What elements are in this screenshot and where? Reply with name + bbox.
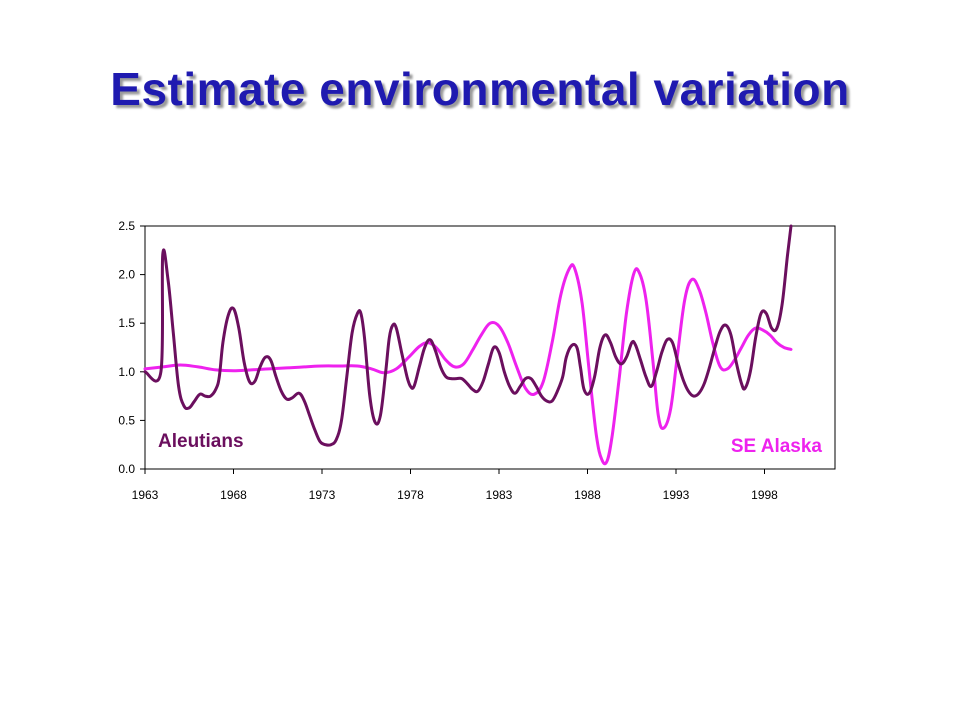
x-tick-label: 1993 bbox=[663, 488, 690, 502]
x-tick-label: 1968 bbox=[220, 488, 247, 502]
slide-title: Estimate environmental variation bbox=[110, 63, 850, 115]
y-tick-label: 2.5 bbox=[118, 219, 135, 233]
series-line-aleutians bbox=[143, 224, 793, 447]
y-tick-label: 2.0 bbox=[118, 268, 135, 282]
y-tick-label: 0.0 bbox=[118, 462, 135, 476]
x-tick-label: 1978 bbox=[397, 488, 424, 502]
series-line-se-alaska bbox=[143, 263, 793, 466]
y-tick-label: 1.5 bbox=[118, 316, 135, 330]
x-tick-label: 1973 bbox=[309, 488, 336, 502]
chart-axes: 0.0 0.5 1.0 1.5 2.0 2.5 1963 1968 1973 1978 1983 19… bbox=[118, 219, 836, 502]
x-tick-label: 1963 bbox=[132, 488, 159, 502]
x-tick-label: 1998 bbox=[751, 488, 778, 502]
plot-frame bbox=[144, 225, 836, 470]
series-label-se-alaska: SE Alaska bbox=[731, 436, 823, 457]
series-labels: Aleutians SE Alaska bbox=[158, 431, 822, 457]
x-tick-label: 1983 bbox=[486, 488, 513, 502]
x-tick-label: 1988 bbox=[574, 488, 601, 502]
series-label-aleutians: Aleutians bbox=[158, 431, 244, 452]
y-tick-label: 1.0 bbox=[118, 365, 135, 379]
series-layer bbox=[143, 224, 793, 466]
y-tick-label: 0.5 bbox=[118, 413, 135, 427]
